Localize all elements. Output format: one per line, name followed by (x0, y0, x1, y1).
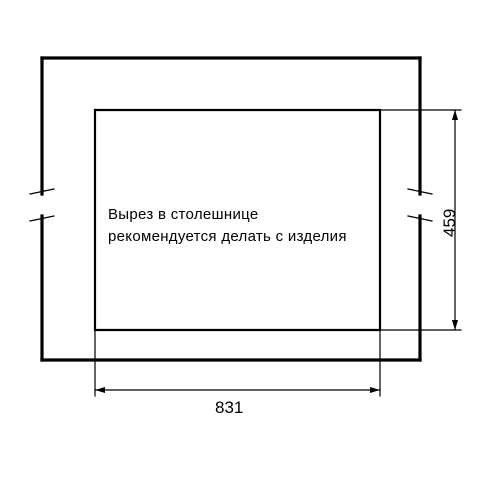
height-dimension-label: 459 (440, 209, 460, 237)
drawing-svg (0, 0, 500, 500)
width-dimension-label: 831 (215, 398, 243, 418)
technical-drawing: Вырез в столешнице рекомендуется делать … (0, 0, 500, 500)
cutout-note: Вырез в столешнице рекомендуется делать … (108, 204, 347, 248)
